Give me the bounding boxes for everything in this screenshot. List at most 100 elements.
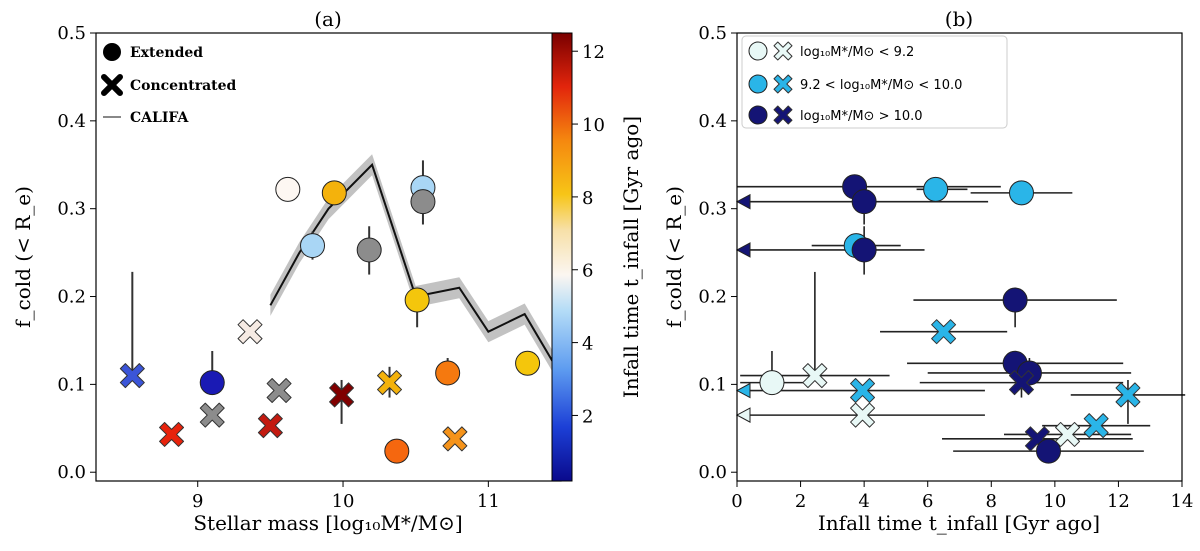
data-point-circle (321, 180, 347, 206)
data-point-x (199, 402, 225, 428)
y-tick-label: 0.2 (698, 287, 727, 308)
data-point-x (329, 382, 355, 408)
legend-circle-marker (748, 105, 768, 125)
legend-circle-marker (748, 41, 768, 61)
colorbar-tick-label: 6 (582, 261, 593, 282)
panel-a-x-ticks: 9 10 11 (192, 481, 500, 512)
data-point-x (1055, 421, 1081, 447)
panel-b-y-label: f_cold (< R_e) (662, 186, 686, 328)
data-point-x (159, 421, 185, 447)
data-point-x (377, 370, 403, 396)
upper-limit-arrow (735, 193, 751, 210)
y-tick-label: 0.2 (57, 287, 86, 308)
data-point-x (237, 319, 263, 345)
data-point-x (1115, 382, 1141, 408)
legend-label-mid-mass: 9.2 < log₁₀M*/M⊙ < 10.0 (800, 78, 962, 93)
data-point-x (119, 363, 145, 389)
data-point-circle (1002, 287, 1028, 313)
data-point-x (442, 426, 468, 452)
colorbar-label: Infall time t_infall [Gyr ago] (619, 116, 643, 398)
y-tick-label: 0.0 (57, 462, 86, 483)
panel-b-x-label: Infall time t_infall [Gyr ago] (818, 511, 1100, 535)
y-tick-label: 0.1 (57, 374, 86, 395)
x-tick-label: 2 (795, 491, 806, 512)
y-tick-label: 0.3 (57, 199, 86, 220)
upper-limit-arrow (735, 407, 751, 423)
legend-label-high-mass: log₁₀M*/M⊙ > 10.0 (800, 109, 923, 124)
data-point-x (931, 319, 957, 345)
colorbar-tick-label: 4 (582, 334, 593, 355)
colorbar-tick-label: 2 (582, 406, 593, 427)
data-point-circle (515, 350, 541, 376)
legend-x-marker (101, 74, 123, 96)
califa-band (270, 154, 561, 387)
legend-x-marker (773, 74, 793, 94)
x-tick-label: 8 (986, 491, 997, 512)
x-tick-label: 0 (731, 491, 742, 512)
data-point-x (266, 378, 292, 404)
panel-a-x-label: Stellar mass [log₁₀M*/M⊙] (193, 511, 462, 535)
data-point-circle (404, 287, 430, 313)
y-tick-label: 0.5 (57, 23, 86, 44)
y-tick-label: 0.4 (698, 111, 727, 132)
data-point-x (1008, 370, 1034, 396)
legend-markers (748, 41, 793, 125)
colorbar-tick-label: 8 (582, 188, 593, 209)
panel-a-legend: Extended Concentrated CALIFA (101, 43, 237, 126)
x-tick-label: 6 (922, 491, 933, 512)
legend-label-concentrated: Concentrated (130, 78, 237, 94)
data-point-circle (275, 176, 301, 202)
data-point-circle (851, 237, 877, 263)
data-point-circle (923, 176, 949, 202)
data-point-x (257, 413, 283, 439)
x-tick-label: 4 (858, 491, 869, 512)
y-tick-label: 0.3 (698, 199, 727, 220)
data-point-circle (356, 237, 382, 263)
colorbar: 2 4 6 8 10 12 Infall time t_infall [Gyr ago] (551, 32, 643, 482)
panel-b-x-ticks: 0 2 4 6 8 10 12 14 (731, 481, 1193, 512)
panel-b: (b) 0 2 4 6 8 10 12 14 0.0 0.1 0.2 0.3 0.4 0.5 Infal… (662, 7, 1193, 535)
legend-circle-marker (103, 43, 121, 61)
data-point-x (802, 363, 828, 389)
y-tick-label: 0.0 (698, 462, 727, 483)
legend-x-marker (773, 105, 793, 125)
upper-limit-arrow (735, 382, 751, 399)
data-point-circle (410, 189, 436, 215)
data-point-x (850, 402, 876, 428)
x-tick-label: 11 (477, 491, 500, 512)
colorbar-tick-label: 10 (582, 115, 605, 136)
y-tick-label: 0.4 (57, 111, 86, 132)
legend-circle-marker (748, 74, 768, 94)
data-point-circle (384, 438, 410, 464)
data-point-circle (759, 370, 785, 396)
legend-label-extended: Extended (130, 45, 203, 61)
panel-a-frame (95, 32, 562, 482)
data-point-circle (851, 189, 877, 215)
y-tick-label: 0.5 (698, 23, 727, 44)
legend-label-low-mass: log₁₀M*/M⊙ < 9.2 (800, 45, 914, 60)
x-tick-label: 12 (1107, 491, 1130, 512)
panel-b-plot-area (735, 174, 1186, 464)
panel-a-y-ticks: 0.0 0.1 0.2 0.3 0.4 0.5 (57, 23, 96, 483)
panel-a-plot-area (119, 154, 562, 464)
upper-limit-arrow (735, 242, 751, 258)
data-point-circle (300, 233, 326, 259)
data-point-circle (1008, 180, 1034, 206)
x-tick-label: 10 (332, 491, 355, 512)
data-point-circle (435, 360, 461, 386)
x-tick-label: 9 (192, 491, 203, 512)
panel-a-y-label: f_cold (< R_e) (11, 186, 35, 328)
y-tick-label: 0.1 (698, 374, 727, 395)
panel-a: (a) 9 10 11 0.0 0.1 0.2 0.3 0.4 0.5 Stellar mas… (11, 7, 643, 535)
colorbar-ticks: 2 4 6 8 10 12 (572, 42, 605, 427)
data-point-x (850, 378, 876, 404)
panel-b-legend: log₁₀M*/M⊙ < 9.2 9.2 < log₁₀M*/M⊙ < 10.0… (741, 35, 1008, 129)
data-point-circle (199, 370, 225, 396)
x-tick-label: 14 (1171, 491, 1194, 512)
panel-a-title: (a) (314, 7, 342, 31)
panel-b-y-ticks: 0.0 0.1 0.2 0.3 0.4 0.5 (698, 23, 737, 483)
legend-x-marker (773, 41, 793, 61)
panel-b-frame (736, 32, 1183, 482)
colorbar-gradient (551, 32, 573, 482)
